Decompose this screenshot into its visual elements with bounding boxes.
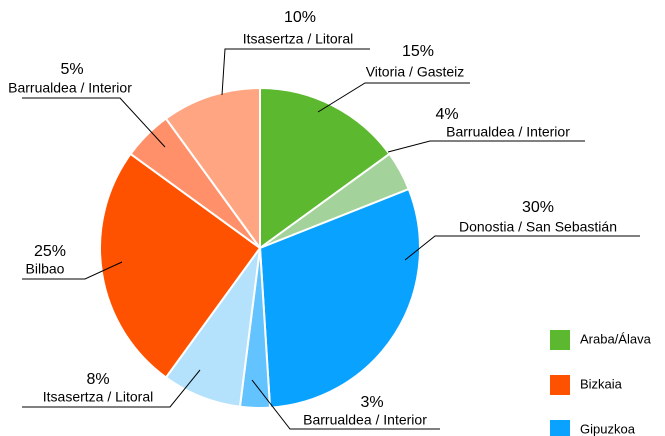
slice-label: Vitoria / Gasteiz: [366, 64, 465, 80]
legend-swatch: [550, 375, 570, 395]
data-label: 3%: [360, 394, 383, 411]
legend-label: Gipuzkoa: [580, 421, 636, 436]
leader-line: [221, 48, 370, 96]
slice-label: Barrualdea / Interior: [303, 412, 427, 428]
slice-label: Barrualdea / Interior: [446, 124, 570, 140]
slice-label: Itsasertza / Litoral: [43, 389, 154, 405]
pie-slice: [258, 187, 421, 409]
leader-line: [251, 379, 440, 430]
legend-label: Bizkaia: [580, 376, 623, 391]
data-label: 10%: [284, 9, 316, 26]
pie-slice: [164, 86, 261, 252]
pie-slice: [259, 86, 391, 250]
leader-line: [387, 140, 585, 153]
leader-line: [404, 235, 640, 261]
slice-label: Bilbao: [26, 261, 65, 277]
legend-swatch: [550, 420, 570, 436]
pie-slice: [99, 152, 262, 379]
leader-line: [22, 261, 123, 280]
legend-swatch: [550, 330, 570, 350]
slice-label: Itsasertza / Litoral: [243, 31, 354, 47]
slice-label: Donostia / San Sebastián: [459, 219, 617, 235]
leader-line: [22, 369, 201, 408]
data-label: 4%: [435, 106, 458, 123]
leader-line: [317, 82, 470, 113]
leader-line: [22, 97, 166, 148]
slice-label: Barrualdea / Interior: [8, 80, 132, 96]
data-label: 15%: [402, 43, 434, 60]
data-label: 5%: [60, 61, 83, 78]
data-label: 30%: [522, 199, 554, 216]
data-label: 8%: [86, 371, 109, 388]
legend-label: Araba/Álava: [580, 331, 652, 346]
data-label: 25%: [34, 243, 66, 260]
